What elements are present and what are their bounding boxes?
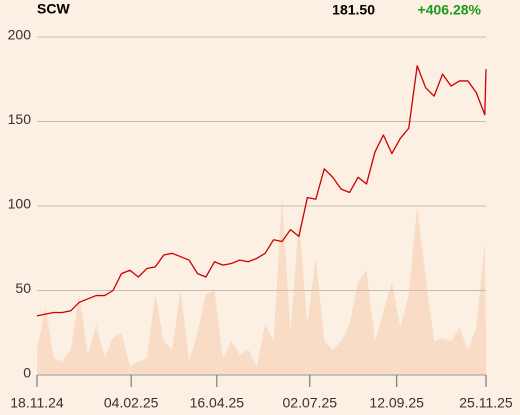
y-tick-label: 100	[8, 196, 32, 212]
x-tick-label: 25.11.25	[459, 395, 513, 411]
price-line	[36, 65, 487, 317]
y-tick-label: 150	[8, 111, 32, 127]
x-tick-label: 12.09.25	[369, 395, 424, 411]
x-tick-label: 16.04.25	[190, 395, 245, 411]
x-tick-label: 02.07.25	[283, 395, 338, 411]
y-tick-label: 0	[23, 365, 31, 381]
volume-area	[37, 197, 486, 375]
last-price: 181.50	[332, 2, 375, 18]
x-tick-label: 18.11.24	[10, 395, 64, 411]
ticker: SCW	[37, 1, 70, 17]
y-tick-label: 50	[15, 280, 31, 296]
change: +406.28%	[418, 2, 482, 18]
y-tick-label: 200	[8, 27, 32, 43]
x-tick-label: 04.02.25	[104, 395, 159, 411]
